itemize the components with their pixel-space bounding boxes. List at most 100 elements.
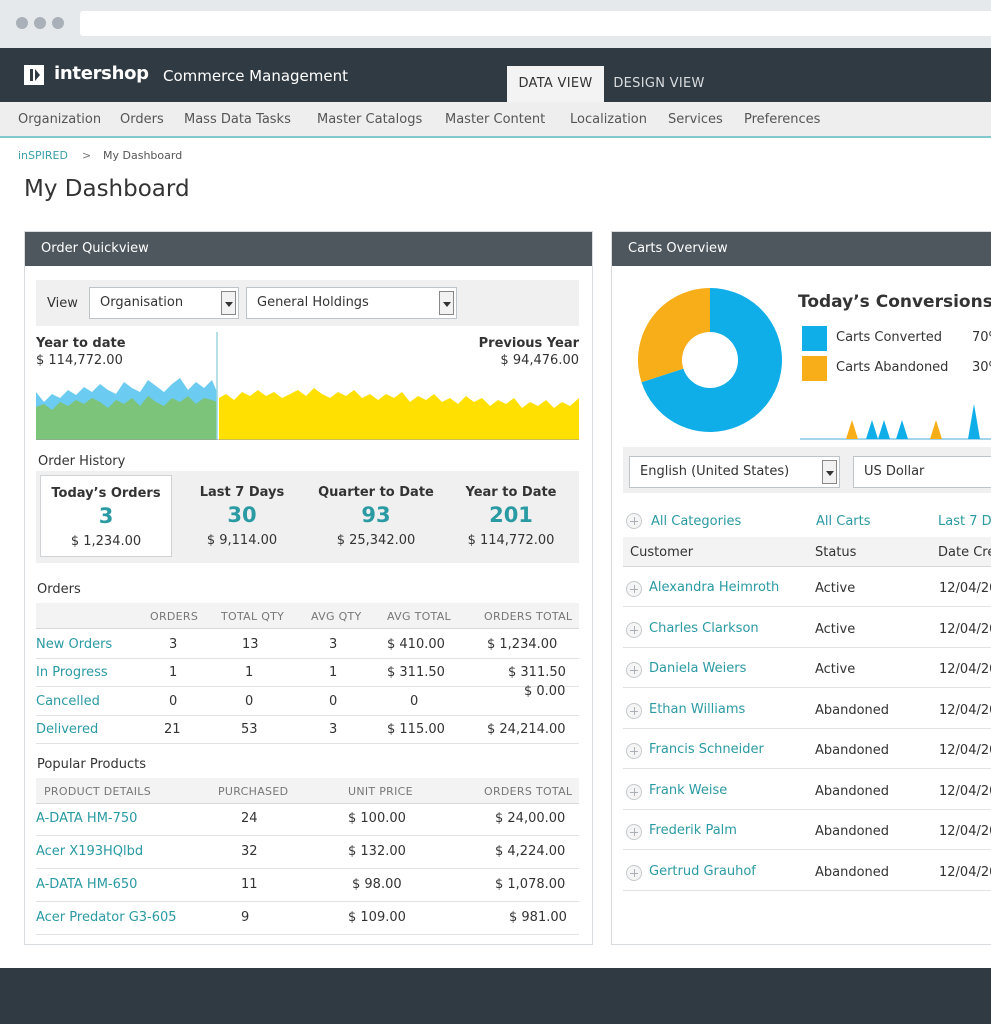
product-link[interactable]: A-DATA HM-650 [36, 877, 138, 892]
stat-today-orders[interactable]: Today’s Orders 3 $ 1,234.00 [40, 475, 172, 557]
window-maximize-dot[interactable] [52, 17, 64, 29]
product-link[interactable]: Acer Predator G3-605 [36, 910, 177, 925]
nav-preferences[interactable]: Preferences [744, 112, 821, 127]
orders-cell: $ 410.00 [387, 637, 445, 652]
filter-last-7-days[interactable]: Last 7 Days [938, 514, 991, 529]
expand-plus-icon[interactable] [626, 743, 642, 759]
revenue-trend-chart [36, 332, 579, 440]
orders-row-status-link[interactable]: Delivered [36, 722, 99, 737]
legend-swatch-converted [802, 326, 827, 351]
product-cell: $ 24,00.00 [495, 811, 566, 826]
stat-last-7-days[interactable]: Last 7 Days 30 $ 9,114.00 [176, 475, 308, 557]
orders-cell: 1 [169, 665, 178, 680]
orders-cell: $ 115.00 [387, 722, 445, 737]
orders-cell: $ 0.00 [524, 684, 566, 699]
app-subtitle: Commerce Management [163, 67, 348, 85]
stat-count: 3 [98, 504, 114, 528]
stat-count: 93 [361, 503, 391, 527]
expand-plus-icon[interactable] [626, 702, 642, 719]
orders-cell: 53 [241, 722, 258, 737]
previous-year-area [219, 388, 579, 440]
view-select[interactable]: Organisation [89, 287, 239, 319]
tab-data-view[interactable]: DATA VIEW [507, 66, 604, 102]
expand-plus-icon[interactable] [626, 581, 642, 597]
order-history-stats: Today’s Orders 3 $ 1,234.00 Last 7 Days … [36, 471, 579, 563]
product-cell: $ 100.00 [348, 811, 406, 826]
nav-localization[interactable]: Localization [570, 112, 647, 127]
nav-mass-data-tasks[interactable]: Mass Data Tasks [184, 112, 291, 127]
expand-plus-icon[interactable] [626, 864, 642, 881]
orders-cell: $ 1,234.00 [487, 637, 558, 652]
row-divider [623, 768, 991, 769]
footer-bar [0, 968, 991, 1024]
cart-customer-link[interactable]: Alexandra Heimroth [649, 580, 780, 595]
cart-date: 12/04/2013 [939, 702, 991, 718]
currency-select[interactable]: US Dollar [853, 456, 991, 488]
tab-design-view[interactable]: DESIGN VIEW [613, 76, 705, 91]
cart-status: Active [815, 662, 856, 677]
orders-cell: 3 [169, 637, 178, 652]
product-cell: $ 98.00 [352, 877, 402, 892]
expand-plus-icon[interactable] [626, 513, 642, 529]
orders-cell: $ 311.50 [508, 665, 566, 680]
language-select[interactable]: English (United States) [629, 456, 840, 488]
cart-customer-link[interactable]: Charles Clarkson [649, 620, 759, 636]
cart-status: Active [815, 621, 856, 637]
nav-master-catalogs[interactable]: Master Catalogs [317, 112, 423, 127]
address-bar[interactable] [80, 11, 991, 36]
spike-converted [866, 420, 878, 439]
orders-cell: 13 [242, 637, 259, 652]
stat-year-to-date[interactable]: Year to Date 201 $ 114,772.00 [444, 475, 578, 557]
cart-customer-link[interactable]: Ethan Williams [649, 701, 746, 717]
breadcrumb-parent[interactable]: inSPIRED [18, 149, 68, 162]
row-divider [623, 727, 991, 729]
nav-organization[interactable]: Organization [18, 112, 102, 127]
window-close-dot[interactable] [16, 17, 28, 29]
orders-row-status-link[interactable]: Cancelled [36, 694, 100, 709]
orders-cell: 3 [329, 722, 338, 737]
cart-customer-link[interactable]: Frederik Palm [649, 823, 737, 838]
col-purchased: PURCHASED [218, 785, 289, 798]
organization-select[interactable]: General Holdings [246, 287, 457, 319]
carts-table-header [623, 537, 991, 567]
orders-cell: $ 24,214.00 [487, 722, 566, 737]
cart-status: Active [815, 581, 856, 596]
spike-converted [968, 404, 980, 439]
cart-date: 12/04/2013 [939, 824, 991, 839]
cart-status: Abandoned [815, 824, 890, 839]
filter-all-carts[interactable]: All Carts [816, 514, 871, 529]
stat-count: 201 [489, 503, 533, 527]
conversions-donut-chart [638, 288, 782, 432]
window-minimize-dot[interactable] [34, 17, 46, 29]
orders-row-status-link[interactable]: In Progress [36, 665, 108, 680]
nav-master-content[interactable]: Master Content [445, 112, 546, 127]
nav-orders[interactable]: Orders [120, 112, 164, 127]
col-avg-total: AVG TOTAL [387, 610, 451, 623]
orders-cell: $ 311.50 [387, 665, 445, 680]
cart-customer-link[interactable]: Gertrud Grauhof [649, 863, 756, 879]
product-link[interactable]: A-DATA HM-750 [36, 811, 138, 826]
expand-plus-icon[interactable] [626, 824, 642, 840]
stat-count: 30 [227, 503, 257, 527]
spike-converted [896, 420, 908, 439]
nav-services[interactable]: Services [668, 112, 723, 127]
stat-quarter-to-date[interactable]: Quarter to Date 93 $ 25,342.00 [308, 475, 444, 557]
cart-customer-link[interactable]: Frank Weise [649, 782, 728, 798]
stat-label: Last 7 Days [199, 485, 285, 500]
intershop-logo-icon [24, 65, 44, 85]
cart-customer-link[interactable]: Francis Schneider [649, 742, 764, 757]
expand-plus-icon[interactable] [626, 621, 642, 638]
cart-customer-link[interactable]: Daniela Weiers [649, 661, 747, 676]
orders-row-status-link[interactable]: New Orders [36, 637, 113, 652]
order-quickview-panel: Order Quickview View Organisation Genera… [24, 231, 593, 945]
product-link[interactable]: Acer X193HQlbd [36, 844, 144, 859]
cart-date: 12/04/2013 [939, 743, 991, 758]
orders-table-header [36, 603, 579, 629]
content-area: inSPIRED > My Dashboard My Dashboard Ord… [0, 138, 991, 968]
expand-plus-icon[interactable] [626, 783, 642, 800]
col-total-qty: TOTAL QTY [221, 610, 285, 623]
filter-all-categories[interactable]: All Categories [651, 514, 742, 529]
view-label: View [47, 296, 78, 311]
expand-plus-icon[interactable] [626, 662, 642, 678]
legend-value-converted: 70% [972, 330, 991, 345]
